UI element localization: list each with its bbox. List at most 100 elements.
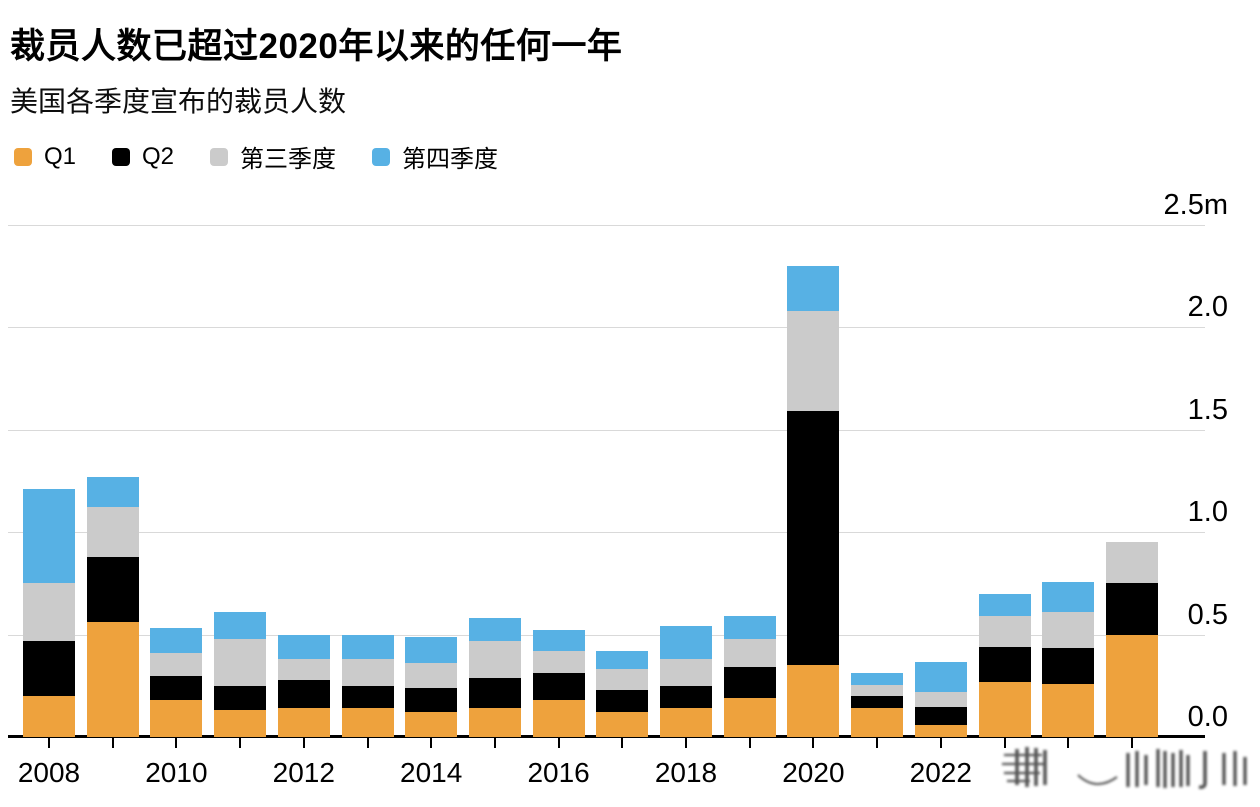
bar-2018-segment-Q2 (660, 685, 712, 709)
bar-2017-segment-Q2 (596, 689, 649, 713)
bar-2011-segment-Q1 (214, 710, 267, 737)
bar-2009 (86, 476, 139, 737)
bar-2011 (214, 611, 267, 737)
bar-2012-segment-Q2 (277, 679, 330, 709)
bar-2013 (341, 634, 394, 737)
legend-item-Q2: Q2 (112, 143, 174, 171)
legend: Q1 Q2 第三季度 第四季度 (14, 139, 498, 174)
x-axis-tick-2014 (430, 738, 433, 748)
bar-2017-segment-第三季度 (596, 669, 649, 690)
bar-2021-segment-Q2 (851, 696, 904, 709)
bar-2014-segment-第四季度 (405, 636, 458, 664)
bar-2008 (23, 488, 75, 737)
bar-2010-segment-第四季度 (150, 628, 203, 653)
bar-2009-segment-Q1 (86, 622, 139, 737)
bar-2022-segment-第四季度 (914, 662, 967, 692)
x-axis-tick-2009 (111, 738, 114, 748)
x-axis-tick-2019 (748, 738, 751, 748)
bar-2020-segment-Q1 (787, 665, 840, 737)
x-axis-tick-2024 (1067, 738, 1070, 748)
x-axis-tick-2010 (175, 738, 178, 748)
bar-2009-segment-第三季度 (86, 507, 139, 557)
bar-2008-segment-第四季度 (23, 488, 75, 584)
x-axis-label-2008: 2008 (17, 757, 81, 788)
x-axis-label-2014: 2014 (400, 757, 463, 788)
bar-2021-segment-第四季度 (851, 673, 904, 685)
bar-2012 (277, 634, 330, 737)
bar-2013-segment-Q2 (341, 685, 394, 709)
x-axis-tick-2015 (493, 738, 496, 748)
chart-title: 裁员人数已超过2020年以来的任何一年 (10, 27, 623, 66)
bar-2015-segment-Q2 (468, 677, 521, 709)
bar-2021-segment-第三季度 (851, 684, 904, 696)
bar-2017-segment-第四季度 (596, 650, 649, 670)
legend-item-第三季度: 第三季度 (210, 139, 336, 174)
bar-2008-segment-第三季度 (23, 583, 75, 641)
bar-2015 (468, 618, 521, 737)
x-axis-tick-2017 (621, 738, 624, 748)
bar-2020 (787, 265, 840, 737)
bar-2012-segment-第四季度 (277, 634, 330, 660)
gridline-2.5m (8, 224, 1205, 226)
legend-swatch-第三季度 (210, 147, 229, 166)
bar-2013-segment-第三季度 (341, 659, 394, 686)
bar-2014-segment-Q2 (405, 687, 458, 713)
x-axis-tick-2008 (48, 738, 50, 748)
smudge-watermark-icon (1002, 747, 1247, 789)
bar-2021-segment-Q1 (851, 708, 904, 737)
bar-2022-segment-第三季度 (914, 691, 967, 708)
legend-item-Q1: Q1 (14, 143, 76, 171)
bar-2013-segment-第四季度 (341, 634, 394, 660)
bar-2019-segment-Q1 (723, 698, 776, 737)
bar-2023-segment-Q2 (978, 646, 1031, 682)
bar-2014 (405, 636, 458, 737)
gridline-0.5 (8, 634, 1205, 636)
legend-label-Q1: Q1 (44, 142, 77, 170)
bar-2016-segment-第三季度 (532, 650, 585, 674)
y-axis-label: 2.5m (1163, 188, 1228, 221)
bar-2011-segment-第四季度 (214, 611, 267, 639)
bar-2009-segment-Q2 (86, 556, 139, 623)
y-axis-label: 0.5 (1187, 598, 1228, 631)
y-axis-label: 1.5 (1187, 393, 1228, 426)
bar-2016 (532, 630, 585, 737)
bar-2011-segment-Q2 (214, 685, 267, 711)
legend-label-Q2: Q2 (142, 142, 175, 170)
y-axis-label: 0.0 (1187, 701, 1228, 733)
bar-2015-segment-第四季度 (468, 618, 521, 641)
x-axis-tick-2016 (557, 738, 560, 748)
bar-2008-segment-Q1 (23, 696, 75, 737)
bar-2025-segment-第三季度 (1105, 542, 1158, 584)
bar-2024-segment-第三季度 (1042, 611, 1095, 648)
bar-2019-segment-Q2 (723, 667, 776, 699)
bar-2025 (1105, 542, 1158, 737)
bar-2009-segment-第四季度 (86, 476, 139, 508)
bar-2023-segment-第三季度 (978, 616, 1031, 647)
bar-2018 (660, 626, 712, 737)
x-axis-label-2010: 2010 (145, 757, 208, 788)
bar-2015-segment-第三季度 (468, 640, 521, 678)
x-axis-tick-2013 (366, 738, 369, 748)
bar-2018-segment-第三季度 (660, 659, 712, 686)
gridline-1.0 (8, 532, 1205, 533)
x-axis-tick-2022 (939, 738, 942, 748)
legend-swatch-Q2 (112, 147, 131, 166)
bar-2017-segment-Q1 (596, 712, 649, 737)
y-axis-label: 1.0 (1187, 496, 1228, 528)
y-axis-label: 2.0 (1187, 291, 1228, 323)
bar-2016-segment-Q1 (532, 700, 585, 737)
legend-swatch-第四季度 (372, 147, 391, 166)
bar-2023-segment-第四季度 (978, 593, 1031, 617)
bar-2023 (978, 593, 1031, 737)
legend-label-第三季度: 第三季度 (240, 146, 337, 173)
bar-2018-segment-Q1 (660, 708, 712, 737)
x-axis-label-2012: 2012 (272, 757, 335, 788)
bar-2014-segment-第三季度 (405, 663, 458, 688)
legend-item-第四季度: 第四季度 (372, 139, 498, 174)
bar-2022 (914, 662, 967, 737)
bar-2018-segment-第四季度 (660, 626, 712, 660)
gridline-1.5 (8, 429, 1205, 431)
bar-2020-segment-第四季度 (787, 265, 840, 311)
